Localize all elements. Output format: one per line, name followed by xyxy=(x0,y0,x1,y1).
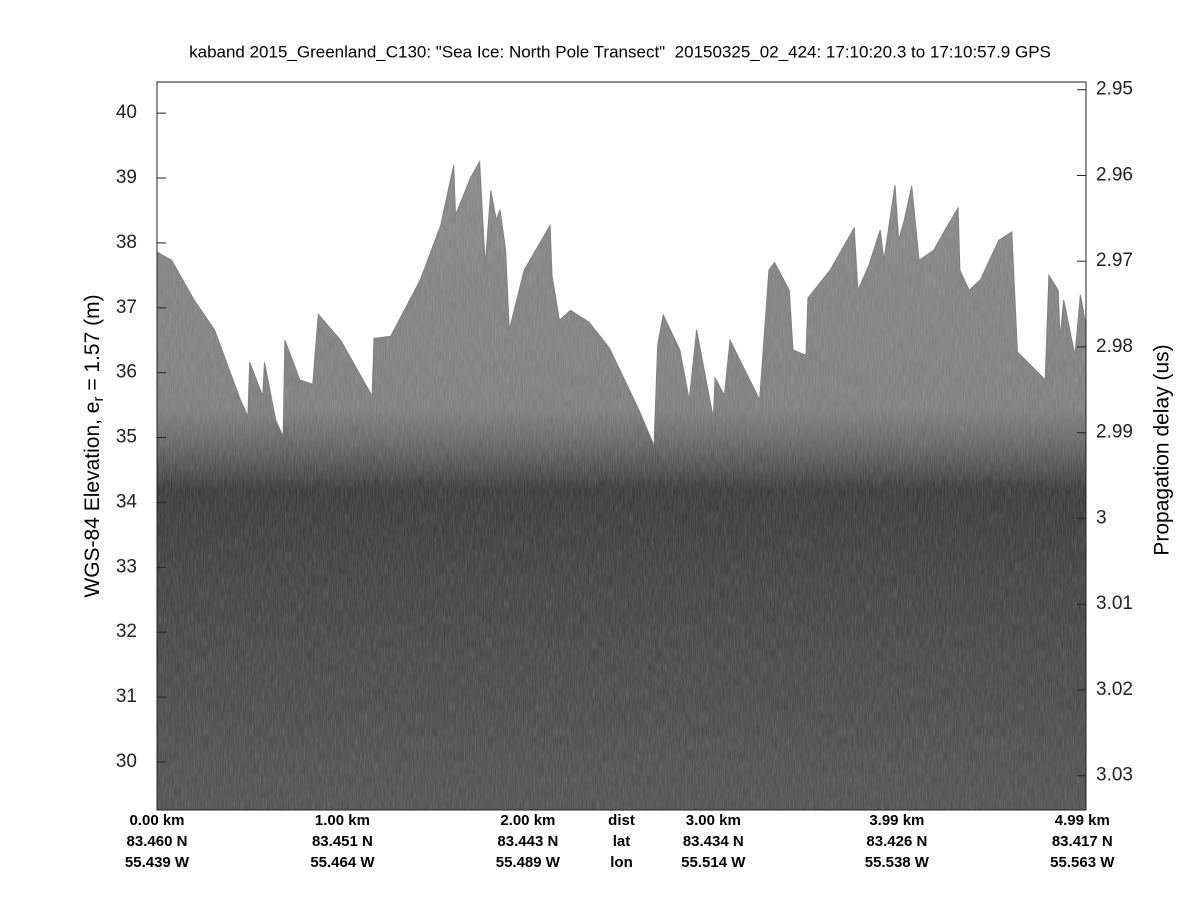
x-tick-label: 0.00 km xyxy=(129,812,184,829)
surface-line xyxy=(156,160,1087,446)
row-label: lon xyxy=(610,854,633,871)
chart-title: kaband 2015_Greenland_C130: "Sea Ice: No… xyxy=(189,42,1051,61)
y-tick-label: 37 xyxy=(116,297,137,318)
lon-label: 55.538 W xyxy=(865,854,930,871)
plot-frame xyxy=(156,81,1087,811)
y-tick-label: 31 xyxy=(116,686,137,707)
y2-tick-label: 2.99 xyxy=(1096,422,1133,443)
lat-label: 83.460 N xyxy=(127,833,188,850)
y2-tick-label: 2.95 xyxy=(1096,79,1133,100)
row-label: lat xyxy=(613,833,631,850)
lat-label: 83.426 N xyxy=(866,833,927,850)
y2-tick-label: 3 xyxy=(1096,507,1107,528)
y2-tick-label: 2.98 xyxy=(1096,336,1133,357)
lon-label: 55.464 W xyxy=(310,854,375,871)
y-tick-label: 35 xyxy=(116,427,137,448)
lon-label: 55.514 W xyxy=(681,854,746,871)
y-tick-label: 33 xyxy=(116,556,137,577)
y-label-rest: = 1.57 (m) xyxy=(81,294,104,396)
y2-tick-label: 2.97 xyxy=(1096,250,1133,271)
lon-label: 55.439 W xyxy=(125,854,190,871)
y2-tick-label: 3.03 xyxy=(1096,765,1133,786)
y-label-subscript: r xyxy=(90,397,107,402)
y-tick-label: 34 xyxy=(116,491,138,512)
y2-tick-label: 2.96 xyxy=(1096,164,1133,185)
y-axis-label: WGS-84 Elevation, er = 1.57 (m) xyxy=(81,294,107,597)
y-tick-label: 39 xyxy=(116,167,137,188)
lon-label: 55.563 W xyxy=(1050,854,1115,871)
y2-tick-label: 3.01 xyxy=(1096,593,1133,614)
x-tick-label: 4.99 km xyxy=(1055,812,1110,829)
x-tick-label: 2.00 km xyxy=(500,812,555,829)
lon-label: 55.489 W xyxy=(496,854,561,871)
y-label-text: WGS-84 Elevation, e xyxy=(81,402,104,598)
y-tick-label: 40 xyxy=(116,102,137,123)
y-tick-label: 38 xyxy=(116,232,137,253)
x-tick-label: 3.00 km xyxy=(686,812,741,829)
row-label: dist xyxy=(608,812,635,829)
lat-label: 83.451 N xyxy=(312,833,373,850)
y-tick-label: 30 xyxy=(116,751,137,772)
y-tick-label: 32 xyxy=(116,621,137,642)
lat-label: 83.443 N xyxy=(497,833,558,850)
x-tick-label: 3.99 km xyxy=(869,812,924,829)
x-tick-label: 1.00 km xyxy=(315,812,370,829)
lat-label: 83.417 N xyxy=(1052,833,1113,850)
y2-tick-label: 3.02 xyxy=(1096,679,1133,700)
lat-label: 83.434 N xyxy=(683,833,744,850)
y2-axis-label: Propagation delay (us) xyxy=(1151,344,1174,555)
y-tick-label: 36 xyxy=(116,362,137,383)
